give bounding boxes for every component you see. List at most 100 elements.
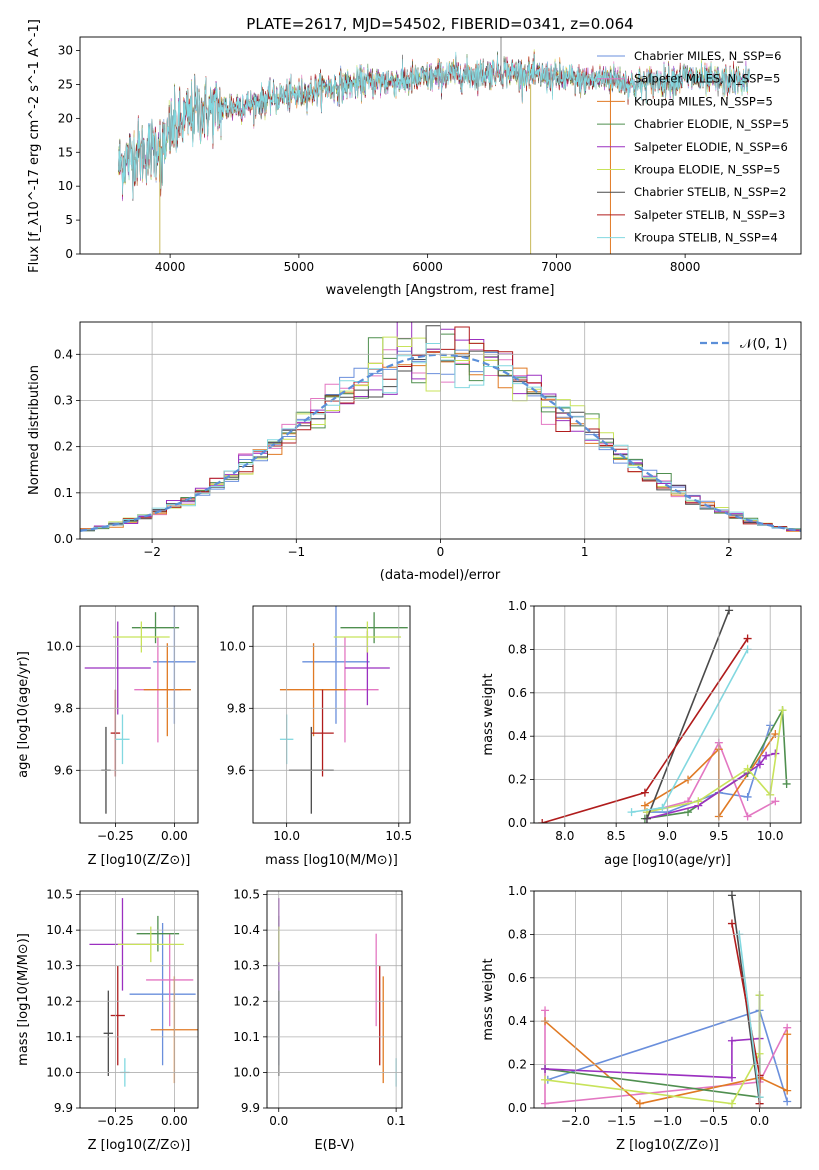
legend-entry: Salpeter MILES, N_SSP=5 (634, 72, 780, 86)
weight-vs-z-marker (541, 1075, 550, 1084)
age-vs-z-xtick-label: −0.25 (97, 829, 134, 843)
legend-entry: Salpeter STELIB, N_SSP=3 (634, 208, 785, 222)
mass-vs-z-xtick-label: −0.25 (97, 1114, 134, 1128)
weight-vs-age-frame (533, 605, 802, 824)
spectrum-xtick-label: 6000 (412, 260, 443, 274)
weight-vs-age-ytick-label: 0.8 (508, 642, 527, 656)
mass-vs-z-ytick-label: 10.4 (46, 923, 73, 937)
weight-vs-z-marker (727, 1073, 736, 1082)
weight-vs-z-xtick-label: −2.0 (561, 1114, 590, 1128)
weight-vs-z-marker (727, 891, 736, 900)
spectrum-ylabel: Flux [f_λ10^-17 erg cm^-2 s^-1 A^-1] (27, 19, 42, 273)
weight-vs-age-marker (743, 634, 752, 643)
weight-vs-age-xtick-label: 10.0 (757, 829, 784, 843)
weight-vs-z-ytick-label: 0.4 (508, 1014, 527, 1028)
weight-vs-z-marker (783, 1030, 792, 1039)
mass-vs-z-xtick-label: 0.00 (161, 1114, 188, 1128)
spectrum-title: PLATE=2617, MJD=54502, FIBERID=0341, z=0… (246, 15, 633, 33)
age-vs-z-xtick-label: 0.00 (161, 829, 188, 843)
weight-vs-age-marker (771, 730, 780, 739)
mass-vs-ebv-ytick-label: 10.2 (233, 994, 260, 1008)
age-vs-z-xlabel: Z [log10(Z/Z⊙)] (88, 853, 191, 868)
mass-vs-ebv-ytick-label: 10.4 (233, 923, 260, 937)
mass-vs-ebv-ytick-label: 10.1 (233, 1030, 260, 1044)
residuals-ylabel: Normed distribution (27, 365, 42, 495)
mass-vs-z-ytick-label: 10.2 (46, 994, 73, 1008)
residuals-ytick-label: 0.2 (54, 440, 73, 454)
residuals-frame (79, 321, 802, 540)
weight-vs-z-plot-area (541, 891, 792, 1108)
weight-vs-z-marker (541, 1099, 550, 1108)
weight-vs-z-xtick-label: −1.0 (653, 1114, 682, 1128)
weight-vs-z-marker (541, 1006, 550, 1015)
weight-vs-z-xlabel: Z [log10(Z/Z⊙)] (616, 1138, 719, 1153)
weight-vs-age-plot-area (538, 606, 791, 823)
age-vs-mass-ytick-label: 9.6 (227, 763, 246, 777)
age-vs-z-ytick-label: 9.8 (54, 701, 73, 715)
age-vs-mass-ytick-label: 9.8 (227, 701, 246, 715)
mass-vs-z-ytick-label: 9.9 (54, 1101, 73, 1115)
spectrum-xtick-label: 7000 (541, 260, 572, 274)
mass-vs-z-ytick-label: 10.3 (46, 959, 73, 973)
spectrum-ytick-label: 25 (58, 77, 73, 91)
weight-vs-z-series-line (544, 1037, 760, 1079)
weight-vs-age-marker (743, 764, 752, 773)
weight-vs-age-ylabel: mass weight (481, 673, 496, 755)
weight-vs-z-marker (541, 1064, 550, 1073)
weight-vs-age-marker (743, 792, 752, 801)
weight-vs-age-xtick-label: 8.0 (555, 829, 574, 843)
weight-vs-age-xtick-label: 9.0 (658, 829, 677, 843)
weight-vs-age-xtick-label: 8.5 (607, 829, 626, 843)
mass-vs-ebv-ytick-label: 9.9 (241, 1101, 260, 1115)
mass-vs-z-ytick-label: 10.5 (46, 888, 73, 902)
weight-vs-age-marker (782, 779, 791, 788)
weight-vs-z-marker (783, 1097, 792, 1106)
weight-vs-z-xtick-label: −0.5 (699, 1114, 728, 1128)
weight-vs-z-marker (727, 919, 736, 928)
weight-vs-age-series-line (646, 610, 730, 819)
spectrum-ytick-label: 20 (58, 111, 73, 125)
weight-vs-z-xtick-label: 0.0 (750, 1114, 769, 1128)
age-vs-z-plot-area (84, 606, 196, 814)
weight-vs-z-ytick-label: 0.2 (508, 1058, 527, 1072)
weight-vs-age-marker (725, 606, 734, 615)
mass-vs-ebv-xtick-label: 0.1 (387, 1114, 406, 1128)
age-vs-z-ytick-label: 10.0 (46, 639, 73, 653)
weight-vs-z-marker (635, 1099, 644, 1108)
spectrum-xtick-label: 5000 (284, 260, 315, 274)
legend-entry: Salpeter ELODIE, N_SSP=6 (634, 140, 788, 154)
spectrum-xtick-label: 8000 (670, 260, 701, 274)
weight-vs-z-marker (727, 1036, 736, 1045)
age-vs-z-ylabel: age [log10(age/yr)] (16, 651, 31, 778)
mass-vs-ebv-frame (266, 890, 403, 1109)
residuals-ytick-label: 0.0 (54, 532, 73, 546)
legend-entry: Chabrier ELODIE, N_SSP=5 (634, 117, 789, 131)
mass-vs-z-xlabel: Z [log10(Z/Z⊙)] (88, 1138, 191, 1153)
weight-vs-z-marker (783, 1086, 792, 1095)
weight-vs-age-marker (771, 797, 780, 806)
weight-vs-z-series-line (738, 934, 761, 1098)
weight-vs-age-marker (640, 788, 649, 797)
legend-entry: Chabrier STELIB, N_SSP=2 (634, 185, 786, 199)
spectrum-xlabel: wavelength [Angstrom, rest frame] (326, 283, 555, 298)
weight-vs-z-ytick-label: 0.6 (508, 971, 527, 985)
weight-vs-age-marker (684, 808, 693, 817)
weight-vs-z-frame (533, 890, 802, 1109)
spectrum-ytick-label: 10 (58, 179, 73, 193)
mass-vs-ebv-ytick-label: 10.5 (233, 888, 260, 902)
age-vs-z-ytick-label: 9.6 (54, 763, 73, 777)
mass-vs-ebv-ytick-label: 10.3 (233, 959, 260, 973)
residuals-xtick-label: 2 (725, 545, 733, 559)
weight-vs-age-ytick-label: 0.0 (508, 816, 527, 830)
spectrum-series-line (118, 51, 750, 199)
residuals-ytick-label: 0.4 (54, 347, 73, 361)
residuals-xlabel: (data-model)/error (380, 568, 501, 583)
weight-vs-age-marker (755, 760, 764, 769)
weight-vs-z-ytick-label: 0.8 (508, 927, 527, 941)
spectrum-ytick-label: 5 (65, 213, 73, 227)
weight-vs-z-ylabel: mass weight (481, 958, 496, 1040)
weight-vs-age-marker (538, 819, 547, 823)
mass-vs-z-plot-area (89, 898, 198, 1087)
mass-vs-ebv-ytick-label: 10.0 (233, 1065, 260, 1079)
